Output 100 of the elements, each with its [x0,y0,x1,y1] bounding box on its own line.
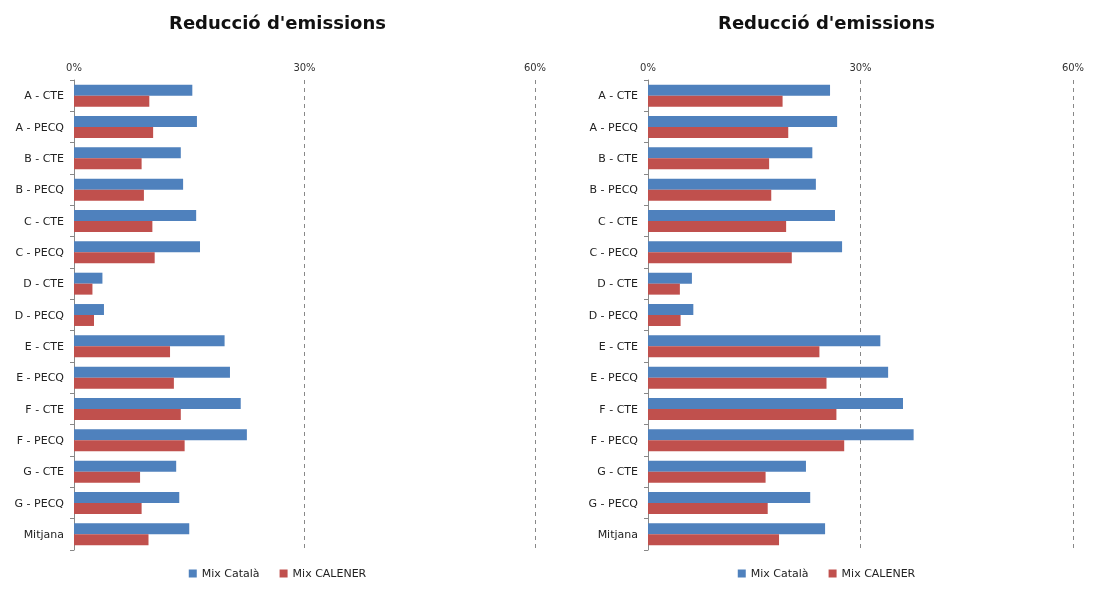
legend-label: Mix Català [750,567,809,580]
bar [648,315,681,326]
bar [648,460,806,472]
bar [74,440,185,452]
bar [74,471,141,483]
bar [74,366,230,378]
bar [648,429,914,441]
bar [648,366,889,378]
bar [74,221,153,232]
bar [648,252,792,264]
legend-label: Mix CALENER [841,567,916,580]
x-tick-label: 60% [1061,61,1085,73]
bar [74,335,225,347]
bar [74,95,150,107]
bar [74,84,193,96]
bar [74,116,197,127]
bar [648,210,835,221]
bar [74,210,197,221]
bar [648,283,680,295]
y-tick-label: C - CTE [24,214,65,228]
bar [74,158,142,170]
y-tick-label: E - CTE [24,339,65,353]
y-tick-label: C - PECQ [589,245,639,259]
y-tick-label: D - CTE [597,277,639,291]
bar [648,158,770,170]
bar [648,127,789,138]
bar [74,127,154,138]
y-tick-label: B - CTE [598,151,639,165]
y-tick-label: F - PECQ [590,433,639,447]
bar [648,409,837,420]
y-tick-label: D - CTE [23,277,65,291]
y-tick-label: E - PECQ [590,371,639,385]
bar [74,252,155,264]
bar [74,315,94,326]
y-tick-label: Mitjana [23,527,64,541]
bar [74,398,241,409]
bar [648,503,768,514]
bar [648,116,838,127]
y-tick-label: B - PECQ [15,183,65,197]
legend-label: Mix Català [201,567,260,580]
bar [648,534,780,546]
bar [74,503,142,514]
bar [648,377,827,389]
bar [648,304,694,315]
bar [74,523,190,535]
x-tick-label: 30% [293,61,316,73]
bar [648,221,787,232]
y-tick-label: D - PECQ [588,308,639,322]
bar [648,523,826,535]
bar [74,272,103,284]
y-tick-label: E - PECQ [16,371,65,385]
bar [648,440,845,452]
y-tick-label: F - CTE [25,402,65,416]
bar [74,189,144,201]
bar [648,335,881,347]
y-tick-label: C - PECQ [15,245,65,259]
bar [74,147,181,159]
y-tick-label: C - CTE [598,214,639,228]
y-tick-label: B - CTE [24,151,65,165]
y-tick-label: D - PECQ [14,308,65,322]
bar [74,377,174,389]
bar [74,460,177,472]
bar [74,241,201,253]
bar [648,471,766,483]
bar [648,272,692,284]
y-tick-label: Mitjana [597,527,638,541]
y-tick-label: F - PECQ [16,433,65,447]
chart-title: Reducció d'emissions [169,11,386,33]
y-tick-label: A - PECQ [589,120,639,134]
y-tick-label: G - CTE [23,465,65,479]
bar [648,346,820,358]
bar [648,84,831,96]
bar [74,429,247,441]
bar [648,147,813,159]
x-tick-label: 0% [640,61,656,73]
y-tick-label: A - CTE [24,89,65,103]
bar [74,409,181,420]
legend-label: Mix CALENER [292,567,367,580]
bar [74,283,93,295]
y-tick-label: A - CTE [598,89,639,103]
bar [648,189,772,201]
bar [648,95,783,107]
y-tick-label: G - CTE [597,465,639,479]
y-tick-label: G - PECQ [588,496,639,510]
chart-title: Reducció d'emissions [718,11,935,33]
bar [648,398,903,409]
bar [648,241,843,253]
bar [74,346,171,358]
y-tick-label: G - PECQ [14,496,65,510]
bar [74,304,104,315]
bar [648,492,811,503]
y-tick-label: F - CTE [599,402,639,416]
x-tick-label: 0% [66,61,82,73]
bar [648,178,816,190]
bar [74,492,180,503]
bar [74,534,149,546]
x-tick-label: 30% [849,61,872,73]
y-tick-label: A - PECQ [15,120,65,134]
bar [74,178,184,190]
x-tick-label: 60% [523,61,547,73]
